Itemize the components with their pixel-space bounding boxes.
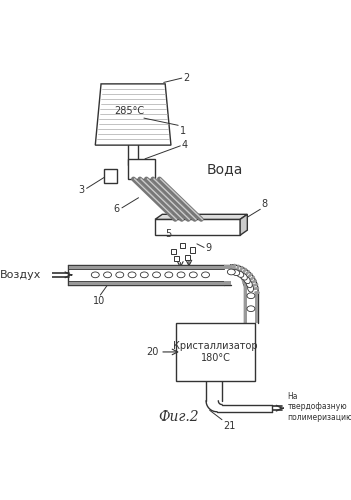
Text: Вода: Вода	[207, 162, 243, 176]
Text: 21: 21	[223, 421, 236, 431]
Polygon shape	[240, 214, 247, 235]
Ellipse shape	[244, 276, 250, 283]
Bar	[68, 265, 224, 269]
Text: Воздух: Воздух	[0, 270, 41, 280]
Ellipse shape	[116, 272, 124, 278]
Bar	[176, 323, 255, 381]
Ellipse shape	[247, 306, 255, 312]
Bar	[224, 265, 231, 269]
Text: 3: 3	[78, 185, 85, 195]
Text: 20: 20	[146, 347, 159, 357]
Bar	[68, 280, 224, 285]
Text: 9: 9	[206, 243, 212, 253]
Polygon shape	[155, 214, 247, 220]
Ellipse shape	[128, 272, 136, 278]
Ellipse shape	[232, 270, 240, 276]
Ellipse shape	[104, 272, 112, 278]
Text: 6: 6	[114, 204, 120, 214]
Ellipse shape	[227, 269, 235, 275]
Bar	[171, 249, 176, 254]
Bar	[174, 256, 179, 261]
Ellipse shape	[165, 272, 173, 278]
Text: 285°C: 285°C	[114, 106, 145, 116]
Ellipse shape	[236, 271, 244, 278]
Bar	[190, 248, 195, 252]
Ellipse shape	[201, 272, 210, 278]
Ellipse shape	[246, 280, 252, 287]
Text: 180°C: 180°C	[201, 352, 231, 362]
Bar	[180, 243, 185, 248]
Ellipse shape	[91, 272, 99, 278]
Ellipse shape	[177, 272, 185, 278]
Bar	[185, 254, 190, 260]
Bar	[254, 292, 258, 323]
Text: 5: 5	[166, 230, 172, 239]
Bar	[244, 285, 247, 323]
Ellipse shape	[247, 284, 253, 292]
Ellipse shape	[240, 274, 247, 280]
Text: На
твердофазную
полимеризацию: На твердофазную полимеризацию	[288, 392, 351, 422]
Text: Кристаллизатор: Кристаллизатор	[173, 341, 258, 351]
Text: 1: 1	[180, 126, 186, 136]
Bar	[224, 280, 231, 285]
Polygon shape	[95, 84, 171, 145]
Bar	[104, 169, 117, 184]
Text: Фиг.2: Фиг.2	[159, 410, 199, 424]
Ellipse shape	[247, 293, 255, 298]
Ellipse shape	[189, 272, 197, 278]
Bar	[128, 159, 155, 179]
Text: 4: 4	[182, 140, 188, 150]
Bar	[155, 220, 240, 235]
Text: 2: 2	[183, 73, 190, 83]
Ellipse shape	[153, 272, 160, 278]
Bar	[68, 269, 224, 280]
Text: 10: 10	[93, 296, 105, 306]
Text: 8: 8	[262, 198, 268, 208]
Ellipse shape	[140, 272, 148, 278]
